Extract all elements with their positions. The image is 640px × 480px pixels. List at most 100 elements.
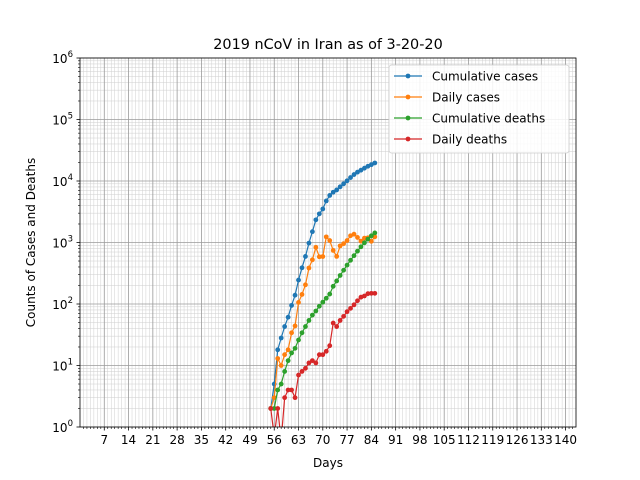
x-tick-label: 28 xyxy=(169,433,184,447)
daily-cases-point xyxy=(368,238,374,244)
y-axis: 100 101 102 103 104 105 106 xyxy=(52,50,80,435)
y-axis-label: Counts of Cases and Deaths xyxy=(24,158,38,327)
cumulative-cases-point xyxy=(296,277,301,283)
y-tick-label: 102 xyxy=(52,296,73,312)
daily-cases-point xyxy=(296,300,301,305)
x-tick-label: 14 xyxy=(121,433,136,447)
x-tick-label: 84 xyxy=(364,433,379,447)
cumulative-deaths-point xyxy=(358,244,364,250)
legend: Cumulative cases Daily cases Cumulative de… xyxy=(388,64,570,154)
x-tick-label: 35 xyxy=(194,433,209,447)
x-axis: 7 14 21 28 35 42 49 56 63 70 77 84 91 98 105 112 119 126 1… xyxy=(83,427,577,447)
daily-cases-point xyxy=(292,323,298,329)
cumulative-cases-point xyxy=(372,160,378,166)
daily-deaths-point xyxy=(365,291,371,297)
cumulative-cases-point xyxy=(275,347,281,353)
daily-cases-point xyxy=(303,282,308,288)
cumulative-cases-point xyxy=(303,254,308,259)
daily-deaths-point xyxy=(303,365,308,371)
legend-label-cumulative-deaths: Cumulative deaths xyxy=(432,112,545,126)
daily-cases-point xyxy=(320,254,326,259)
daily-deaths-point xyxy=(355,298,360,304)
daily-cases-point xyxy=(344,238,350,243)
daily-deaths-point xyxy=(309,358,315,364)
x-tick-label: 49 xyxy=(242,433,257,447)
series-daily-cases xyxy=(268,231,378,411)
daily-cases-point xyxy=(337,243,343,249)
legend-label-daily-deaths: Daily deaths xyxy=(432,133,507,147)
cumulative-cases-point xyxy=(334,187,340,193)
cumulative-deaths-point xyxy=(296,337,301,343)
x-tick-label: 77 xyxy=(339,433,354,447)
cumulative-cases-point xyxy=(344,178,350,184)
x-tick-label: 42 xyxy=(218,433,233,447)
legend-label-cumulative-cases: Cumulative cases xyxy=(432,70,538,84)
daily-deaths-point xyxy=(313,360,319,366)
cumulative-deaths-point xyxy=(316,303,322,309)
cumulative-cases-point xyxy=(348,175,353,180)
daily-cases-point xyxy=(313,244,319,250)
x-tick-label: 91 xyxy=(388,433,403,447)
y-tick-label: 100 xyxy=(52,419,73,435)
x-tick-label: 133 xyxy=(530,433,553,447)
x-tick-label: 140 xyxy=(554,433,577,447)
daily-cases-point xyxy=(299,292,305,297)
cumulative-cases-point xyxy=(299,265,305,271)
cumulative-cases-point xyxy=(285,314,291,320)
cumulative-deaths-point xyxy=(372,230,378,236)
x-tick-label: 105 xyxy=(433,433,456,447)
daily-deaths-point xyxy=(292,395,298,401)
daily-cases-point xyxy=(323,234,329,240)
y-tick-label: 103 xyxy=(52,235,73,251)
daily-deaths-point xyxy=(334,324,340,329)
cumulative-cases-point xyxy=(341,181,347,187)
x-tick-label: 119 xyxy=(481,433,504,447)
daily-deaths-point xyxy=(275,406,281,411)
x-tick-label: 7 xyxy=(100,433,108,447)
cumulative-deaths-point xyxy=(362,240,367,246)
legend-label-daily-cases: Daily cases xyxy=(432,91,500,105)
daily-deaths-point xyxy=(341,313,347,319)
daily-cases-point xyxy=(351,231,357,237)
chart-title: 2019 nCoV in Iran as of 3-20-20 xyxy=(213,37,442,53)
daily-cases-point xyxy=(355,235,360,240)
cumulative-deaths-point xyxy=(365,236,371,242)
cumulative-cases-point xyxy=(289,302,294,308)
daily-cases-point xyxy=(282,352,288,358)
legend-marker-cumulative-cases xyxy=(405,73,411,79)
x-tick-label: 112 xyxy=(457,433,480,447)
x-tick-label: 63 xyxy=(291,433,306,447)
y-tick-label: 104 xyxy=(52,173,73,189)
cumulative-deaths-point xyxy=(289,350,294,356)
cumulative-cases-point xyxy=(292,292,298,298)
cumulative-deaths-point xyxy=(337,273,343,278)
daily-deaths-point xyxy=(348,305,353,311)
cumulative-cases-point xyxy=(337,184,343,190)
cumulative-cases-point xyxy=(316,211,322,217)
cumulative-deaths-point xyxy=(355,248,360,254)
cumulative-deaths-point xyxy=(368,233,374,239)
daily-deaths-point xyxy=(320,352,326,358)
y-tick-label: 101 xyxy=(52,358,73,374)
daily-cases-point xyxy=(341,241,347,247)
cumulative-deaths-point xyxy=(341,267,347,273)
cumulative-cases-point xyxy=(313,217,319,223)
daily-deaths-point xyxy=(330,320,336,326)
cumulative-cases-point xyxy=(278,335,284,341)
legend-marker-daily-deaths xyxy=(405,136,411,142)
cumulative-deaths-point xyxy=(275,387,281,393)
daily-cases-point xyxy=(330,248,336,253)
cumulative-deaths-point xyxy=(327,291,333,297)
x-tick-label: 56 xyxy=(267,433,282,447)
daily-deaths-point xyxy=(296,372,301,378)
cumulative-cases-point xyxy=(309,229,315,235)
cumulative-cases-point xyxy=(320,206,326,212)
cumulative-cases-point xyxy=(282,324,288,329)
cumulative-deaths-point xyxy=(306,318,312,323)
cumulative-cases-point xyxy=(330,189,336,195)
daily-deaths-point xyxy=(327,343,333,349)
daily-cases-point xyxy=(278,363,284,368)
y-tick-label: 105 xyxy=(52,112,73,128)
cumulative-cases-point xyxy=(351,172,357,177)
legend-box xyxy=(388,64,570,154)
